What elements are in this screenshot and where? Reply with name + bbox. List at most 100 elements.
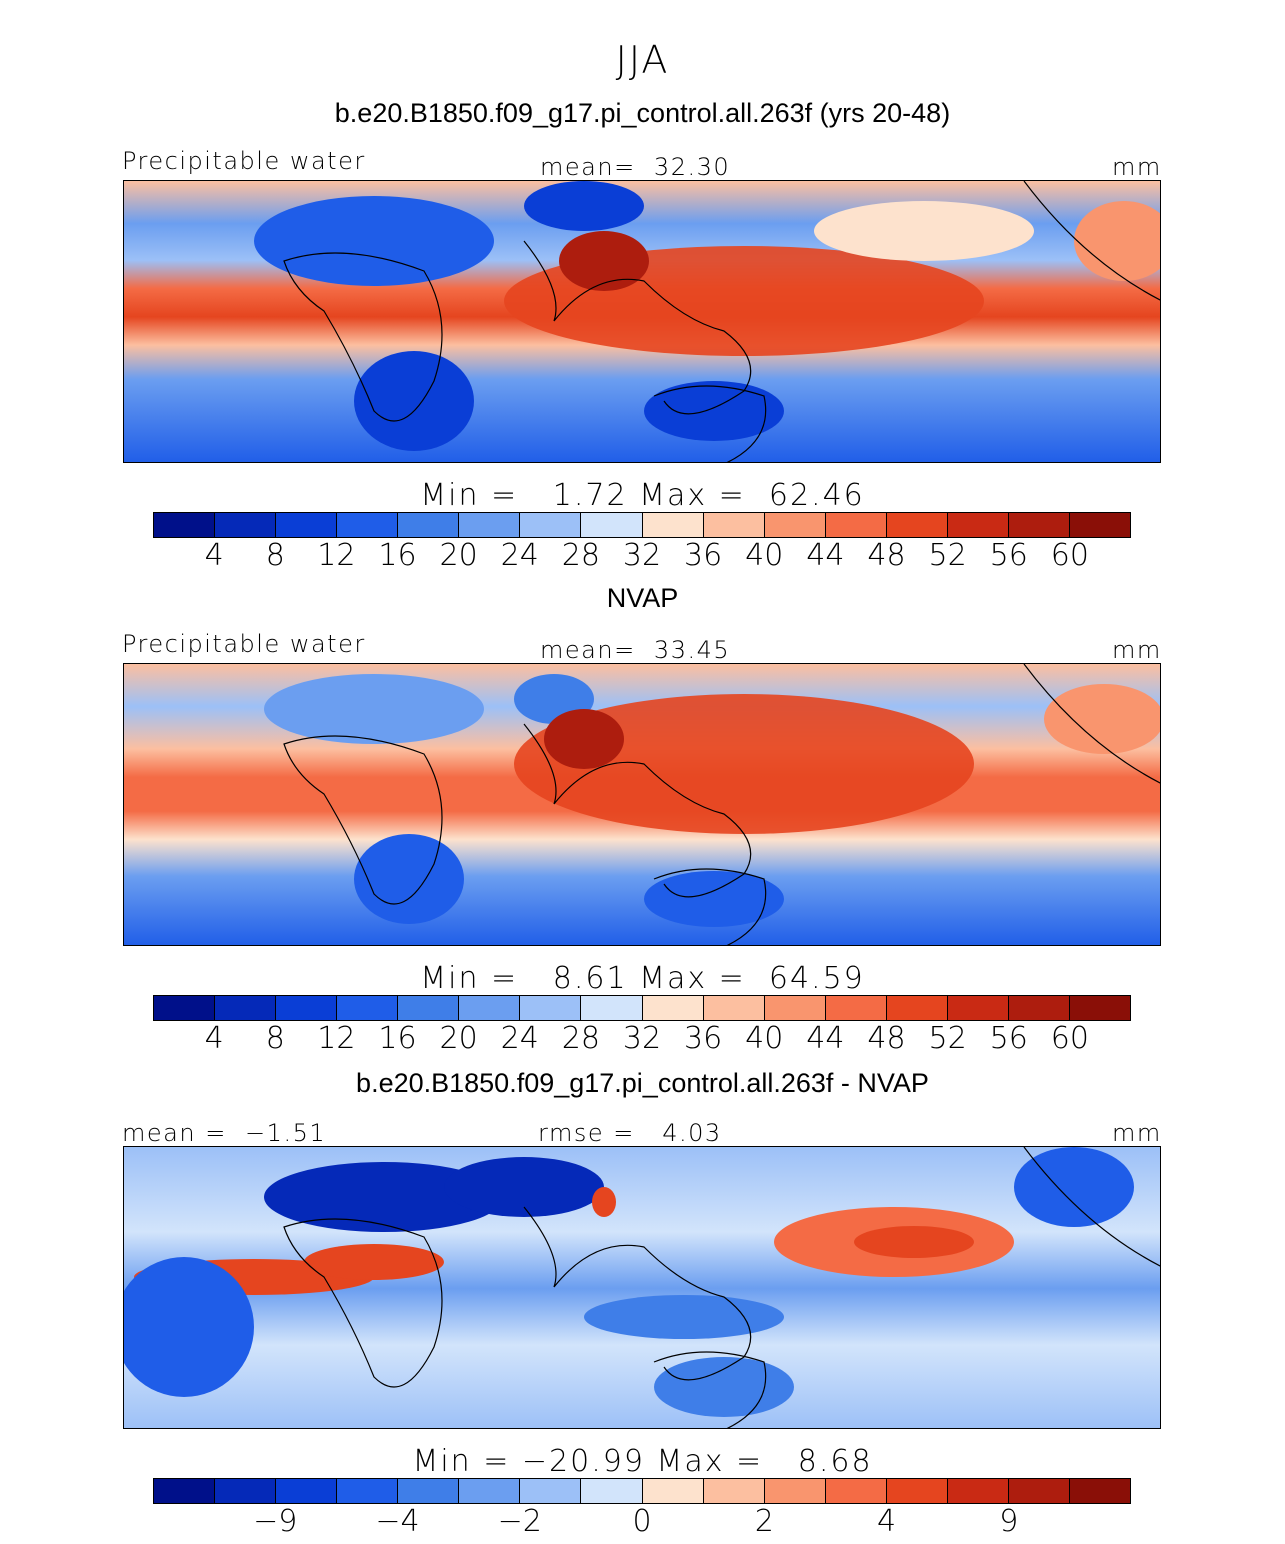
colorbar-swatch	[215, 1479, 277, 1503]
panel-1-units-label: mm	[1112, 153, 1162, 181]
colorbar-tick-label: −4	[375, 1504, 420, 1539]
australia-coastline	[653, 868, 767, 945]
colorbar-swatch	[703, 513, 765, 537]
colorbar-swatch	[215, 996, 277, 1020]
pacific-positive-core	[854, 1226, 974, 1258]
panel-1-mean-label: mean= 32.30	[540, 153, 731, 181]
arabia-negative-bias	[444, 1157, 604, 1217]
colorbar-tick-label: 48	[867, 538, 906, 573]
australia-coastline	[653, 385, 767, 462]
panel-3-colorbar	[153, 1478, 1131, 1504]
colorbar-tick-label: 44	[806, 538, 845, 573]
colorbar-swatch	[276, 513, 338, 537]
asia-coastline	[523, 723, 752, 898]
colorbar-tick-label: 56	[989, 1021, 1028, 1056]
americas-coastline	[1023, 664, 1160, 784]
panel-1-minmax: Min = 1.72 Max = 62.46	[420, 478, 865, 513]
panel-3-minmax: Min = −20.99 Max = 8.68	[412, 1444, 873, 1479]
americas-coastline	[1023, 181, 1160, 301]
colorbar-swatch	[581, 513, 643, 537]
colorbar-tick-label: 40	[745, 1021, 784, 1056]
colorbar-tick-label: 0	[632, 1504, 652, 1539]
colorbar-swatch	[337, 1479, 399, 1503]
colorbar-swatch	[459, 513, 521, 537]
colorbar-tick-label: −2	[497, 1504, 542, 1539]
colorbar-swatch	[276, 1479, 338, 1503]
south-america-negative-bias	[124, 1257, 254, 1397]
americas-coastline	[1023, 1147, 1160, 1267]
colorbar-swatch	[398, 513, 460, 537]
panel-2-colorbar-ticks: 4 8 12 16 20 24 28 32 36 40 44 48 52 56 60	[153, 1021, 1131, 1061]
colorbar-swatch	[703, 1479, 765, 1503]
colorbar-tick-label: 8	[265, 538, 285, 573]
australia-dry-region	[644, 381, 784, 441]
colorbar-swatch	[1069, 1479, 1130, 1503]
africa-coastline	[283, 735, 443, 905]
tibet-dry-region	[524, 181, 644, 231]
colorbar-swatch	[398, 996, 460, 1020]
colorbar-tick-label: 36	[684, 538, 723, 573]
panel-2-title: NVAP	[606, 583, 679, 613]
africa-coastline	[283, 1218, 443, 1388]
panel-3-units-label: mm	[1112, 1119, 1162, 1147]
colorbar-tick-label: −9	[253, 1504, 298, 1539]
colorbar-swatch	[337, 513, 399, 537]
central-america-moist	[1074, 201, 1160, 281]
colorbar-tick-label: 44	[806, 1021, 845, 1056]
colorbar-tick-label: 4	[204, 538, 224, 573]
colorbar-swatch	[154, 996, 216, 1020]
colorbar-tick-label: 12	[317, 1021, 356, 1056]
north-america-negative-bias	[1014, 1147, 1134, 1227]
sahara-dry-region	[254, 196, 494, 286]
colorbar-swatch	[459, 996, 521, 1020]
colorbar-swatch	[459, 1479, 521, 1503]
colorbar-tick-label: 4	[876, 1504, 897, 1539]
colorbar-swatch	[581, 1479, 643, 1503]
panel-3-title: b.e20.B1850.f09_g17.pi_control.all.263f …	[356, 1068, 929, 1098]
colorbar-swatch	[764, 1479, 826, 1503]
africa-coastline	[283, 252, 443, 422]
panel-2-colorbar	[153, 995, 1131, 1021]
panel-2-variable-label: Precipitable water	[122, 630, 366, 658]
australia-negative-bias	[654, 1357, 794, 1417]
colorbar-swatch	[1008, 1479, 1070, 1503]
colorbar-swatch	[520, 996, 582, 1020]
sahara-dry-region	[264, 674, 484, 744]
panel-3-colorbar-ticks: −9 −4 −2 0 2 4 9	[153, 1504, 1131, 1544]
asia-coastline	[523, 1206, 752, 1381]
central-america-moist	[1044, 684, 1160, 754]
colorbar-swatch	[947, 1479, 1009, 1503]
panel-2-map	[123, 663, 1161, 946]
colorbar-tick-label: 24	[500, 1021, 539, 1056]
colorbar-swatch	[642, 1479, 704, 1503]
colorbar-swatch	[825, 1479, 887, 1503]
panel-1-map	[123, 180, 1161, 463]
colorbar-swatch	[337, 996, 399, 1020]
colorbar-tick-label: 36	[684, 1021, 723, 1056]
colorbar-swatch	[520, 1479, 582, 1503]
southern-africa-dry-region	[354, 351, 474, 451]
burma-positive-bias	[592, 1187, 616, 1217]
colorbar-tick-label: 20	[439, 538, 478, 573]
panel-1-variable-label: Precipitable water	[122, 147, 366, 175]
colorbar-swatch	[154, 513, 216, 537]
colorbar-tick-label: 28	[561, 538, 600, 573]
colorbar-swatch	[1008, 513, 1070, 537]
indian-ocean-negative-bias	[584, 1295, 784, 1339]
panel-1-colorbar-ticks: 4 8 12 16 20 24 28 32 36 40 44 48 52 56 60	[153, 538, 1131, 578]
colorbar-swatch	[886, 513, 948, 537]
panel-2-minmax: Min = 8.61 Max = 64.59	[420, 961, 865, 996]
colorbar-swatch	[642, 513, 704, 537]
colorbar-swatch	[1069, 996, 1130, 1020]
colorbar-tick-label: 2	[754, 1504, 774, 1539]
colorbar-swatch	[825, 996, 887, 1020]
colorbar-tick-label: 12	[317, 538, 356, 573]
colorbar-tick-label: 48	[867, 1021, 906, 1056]
colorbar-swatch	[886, 996, 948, 1020]
australia-dry-region	[644, 871, 784, 927]
panel-2-units-label: mm	[1112, 636, 1162, 664]
colorbar-tick-label: 8	[265, 1021, 285, 1056]
colorbar-swatch	[764, 513, 826, 537]
colorbar-tick-label: 32	[622, 1021, 662, 1056]
colorbar-swatch	[520, 513, 582, 537]
